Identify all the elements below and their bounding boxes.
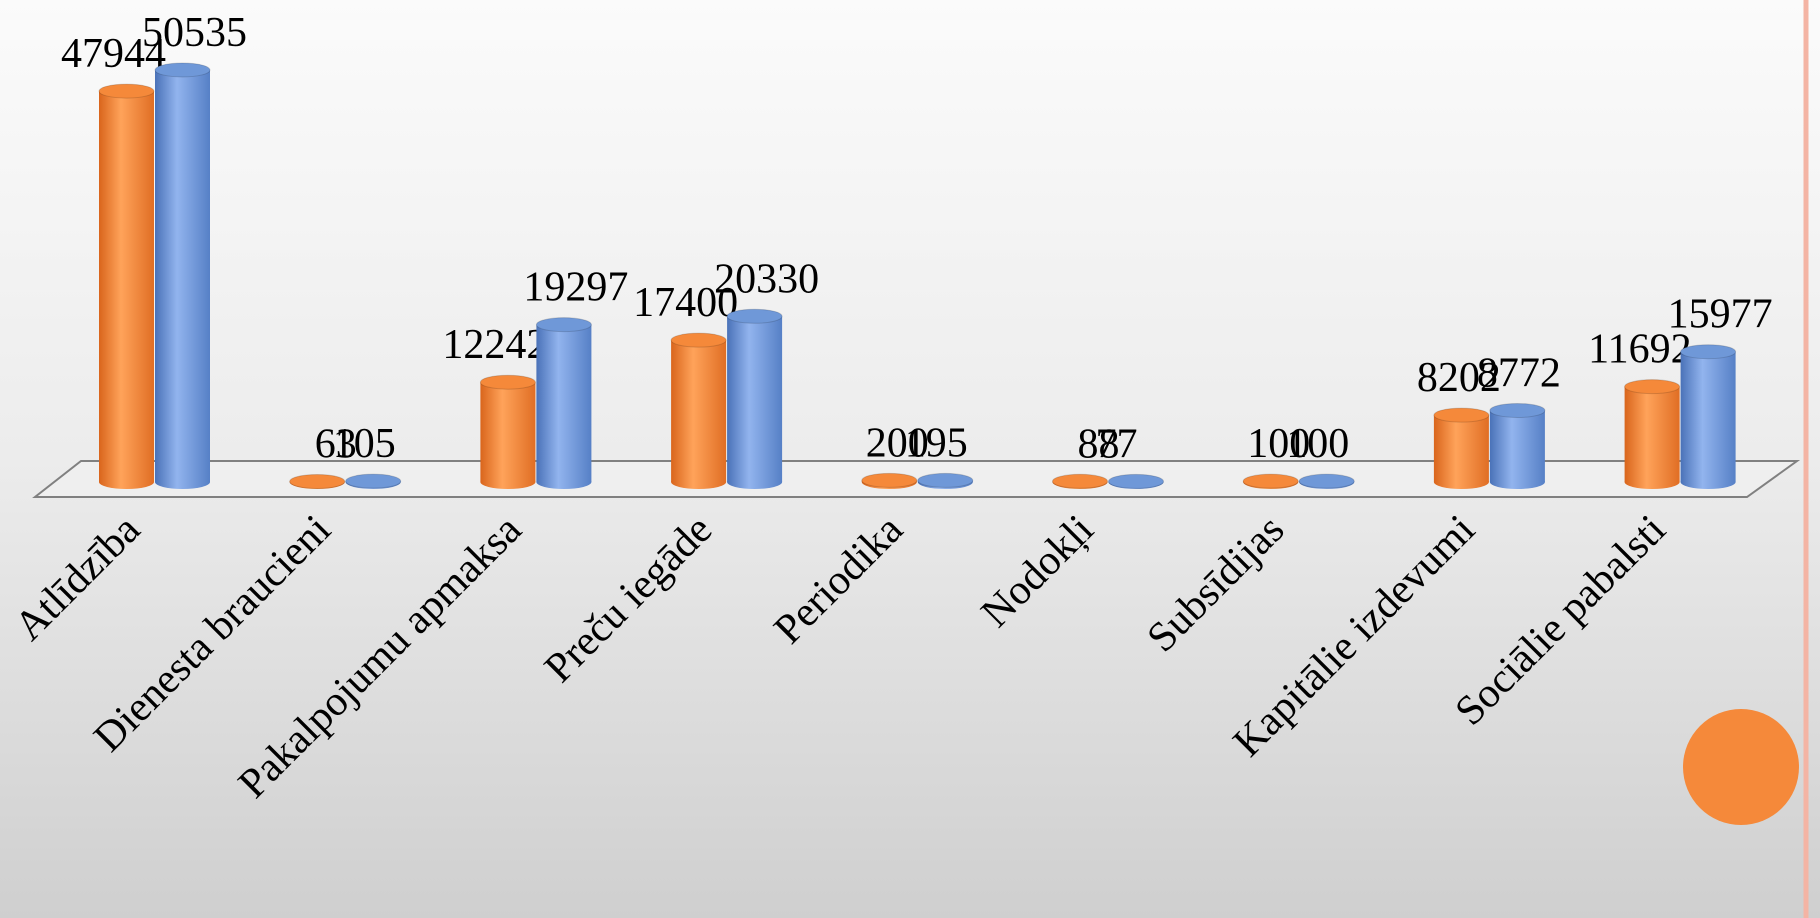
bar-top [726, 308, 783, 324]
bar-top [1680, 344, 1737, 360]
value-label: 19297 [523, 265, 628, 311]
value-label: 17400 [633, 280, 738, 326]
bar [1433, 415, 1489, 482]
bar [155, 70, 210, 482]
value-label: 100 [1247, 421, 1310, 467]
bar-top [861, 472, 918, 488]
value-label: 88 [1078, 421, 1120, 467]
bar-top [1624, 379, 1681, 395]
value-label: 63 [315, 421, 357, 467]
bar-top [154, 62, 211, 78]
value-label: 15977 [1668, 292, 1773, 338]
bar [1680, 351, 1736, 482]
bar [536, 324, 592, 482]
value-label: 8202 [1417, 355, 1501, 401]
bar [1489, 410, 1545, 482]
value-label: 8772 [1477, 350, 1561, 396]
bar [727, 316, 783, 482]
bar [99, 91, 154, 483]
value-label: 195 [905, 420, 968, 466]
bar-top [345, 473, 402, 489]
bar-top [917, 472, 974, 488]
bar [671, 340, 727, 482]
value-label: 20330 [714, 256, 819, 302]
decoration-circle [1683, 709, 1799, 825]
bar [480, 382, 536, 482]
value-label: 50535 [142, 10, 247, 56]
bar-top [670, 332, 727, 348]
bar-top [1298, 473, 1355, 489]
bar [1624, 386, 1680, 482]
value-label: 12242 [442, 322, 547, 368]
bar-top [1052, 473, 1108, 489]
bar-top [1433, 407, 1490, 423]
value-label: 47944 [61, 31, 166, 77]
value-label: 100 [1286, 421, 1349, 467]
bar-top [1489, 402, 1546, 418]
value-label: 77 [1096, 421, 1138, 467]
bar-top [479, 374, 536, 390]
bar-top [1108, 473, 1164, 489]
bar-top [1242, 473, 1299, 489]
bar-top [535, 317, 592, 333]
value-label: 105 [333, 421, 396, 467]
bar-top [289, 473, 346, 489]
value-label: 200 [866, 420, 929, 466]
bar-top [98, 83, 155, 99]
value-label: 11692 [1588, 327, 1691, 373]
